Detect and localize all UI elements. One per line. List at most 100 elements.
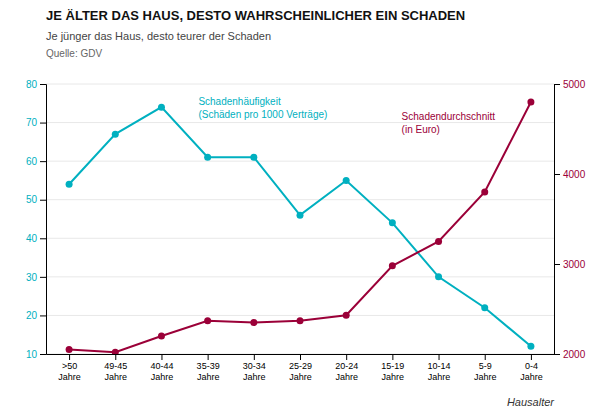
series-point [297, 212, 304, 219]
y-tick-label: 50 [26, 194, 38, 205]
series-line [69, 102, 531, 352]
x-tick-label: 35-39Jahre [197, 361, 220, 381]
series-point [250, 154, 257, 161]
x-axis: >50Jahre49-45Jahre40-44Jahre35-39Jahre30… [47, 354, 555, 382]
x-tick: 40-44Jahre [150, 354, 173, 382]
x-tick-mark [392, 354, 393, 360]
x-tick-label: 40-44Jahre [150, 361, 173, 381]
x-tick: 15-19Jahre [381, 354, 404, 382]
series-point [204, 154, 211, 161]
y-tick-mark [40, 277, 46, 278]
series-point [389, 219, 396, 226]
x-tick: 49-45Jahre [104, 354, 127, 382]
x-tick-label-line: Jahre [105, 372, 128, 382]
series-point [158, 333, 165, 340]
x-tick-label-line: Jahre [382, 372, 405, 382]
x-tick: 10-14Jahre [428, 354, 451, 382]
x-tick-label-line: 40-44 [150, 361, 173, 371]
y2-tick: 4000 [554, 169, 586, 180]
x-tick-label-line: Jahre [58, 372, 81, 382]
grid-line [46, 122, 554, 123]
x-tick: 35-39Jahre [197, 354, 220, 382]
x-tick-label: 5-9Jahre [474, 361, 497, 381]
y2-tick-mark [554, 354, 560, 355]
series-point [343, 177, 350, 184]
y-tick-mark [40, 84, 46, 85]
x-tick-label-line: Jahre [151, 372, 174, 382]
subtitle: Je jünger das Haus, desto teurer der Sch… [46, 30, 271, 42]
x-tick-label-line: 10-14 [428, 361, 451, 371]
x-tick: 0-4Jahre [520, 354, 543, 382]
x-tick-label-line: >50 [62, 361, 77, 371]
annotation-line: (in Euro) [402, 124, 440, 135]
series-point [112, 349, 119, 354]
x-tick-label-line: 0-4 [525, 361, 538, 371]
series-point [250, 319, 257, 326]
y-tick-mark [40, 354, 46, 355]
x-tick-mark [346, 354, 347, 360]
x-tick-label: 0-4Jahre [520, 361, 543, 381]
x-tick-label-line: Jahre [289, 372, 312, 382]
y-tick: 70 [26, 117, 46, 128]
x-tick-label-line: 30-34 [243, 361, 266, 371]
y-tick-label: 60 [26, 156, 38, 167]
x-tick-label-line: 49-45 [104, 361, 127, 371]
series-point [435, 238, 442, 245]
y-tick-label: 10 [26, 349, 38, 360]
series-point [527, 343, 534, 350]
source: Quelle: GDV [46, 48, 102, 59]
x-tick-label-line: Jahre [335, 372, 358, 382]
series-point [527, 99, 534, 106]
grid-line [46, 161, 554, 162]
y-tick-label: 80 [26, 79, 38, 90]
y-tick-label: 70 [26, 117, 38, 128]
x-tick-label-line: Jahre [520, 372, 543, 382]
y-tick: 30 [26, 272, 46, 283]
grid [46, 84, 554, 354]
x-tick-label-line: Jahre [474, 372, 497, 382]
y2-axis: 2000300040005000 [554, 79, 586, 360]
y2-tick: 3000 [554, 259, 586, 270]
x-tick-mark [254, 354, 255, 360]
series-point [112, 131, 119, 138]
series-point [66, 181, 73, 188]
y-tick: 80 [26, 79, 46, 90]
grid-line [46, 238, 554, 239]
x-tick-mark [531, 354, 532, 360]
y-tick: 50 [26, 194, 46, 205]
y-tick: 60 [26, 156, 46, 167]
y-tick-mark [40, 161, 46, 162]
y-tick-mark [40, 238, 46, 239]
y2-axis-line [555, 85, 561, 355]
x-tick: 20-24Jahre [335, 354, 358, 382]
series-point [389, 262, 396, 269]
annotation-line: (Schäden pro 1000 Verträge) [198, 109, 327, 120]
x-tick-label: >50Jahre [58, 361, 81, 381]
y2-tick-mark [554, 174, 560, 175]
chart-container: JE ÄLTER DAS HAUS, DESTO WAHRSCHEINLICHE… [0, 0, 606, 416]
y-tick: 40 [26, 233, 46, 244]
series-point [481, 304, 488, 311]
y-axis-line [40, 85, 47, 355]
x-tick-label-line: Jahre [197, 372, 220, 382]
x-tick-label: 25-29Jahre [289, 361, 312, 381]
y-axis: 1020304050607080 [26, 79, 47, 360]
x-tick-mark [69, 354, 70, 360]
y-tick-mark [40, 315, 46, 316]
series-point [435, 273, 442, 280]
y-tick-label: 30 [26, 272, 38, 283]
x-tick-label-line: Jahre [243, 372, 266, 382]
x-tick-mark [115, 354, 116, 360]
x-tick: >50Jahre [58, 354, 81, 382]
x-tick-mark [300, 354, 301, 360]
series-point [297, 317, 304, 324]
title: JE ÄLTER DAS HAUS, DESTO WAHRSCHEINLICHE… [46, 8, 465, 23]
x-tick-label: 15-19Jahre [381, 361, 404, 381]
series-point [158, 104, 165, 111]
x-tick-label: 20-24Jahre [335, 361, 358, 381]
x-tick-mark [485, 354, 486, 360]
x-axis-title: Hausalter [507, 396, 555, 408]
annotation: Schadenhäufigkeit(Schäden pro 1000 Vertr… [198, 96, 327, 120]
y-tick: 10 [26, 349, 46, 360]
y-tick-mark [40, 123, 46, 124]
